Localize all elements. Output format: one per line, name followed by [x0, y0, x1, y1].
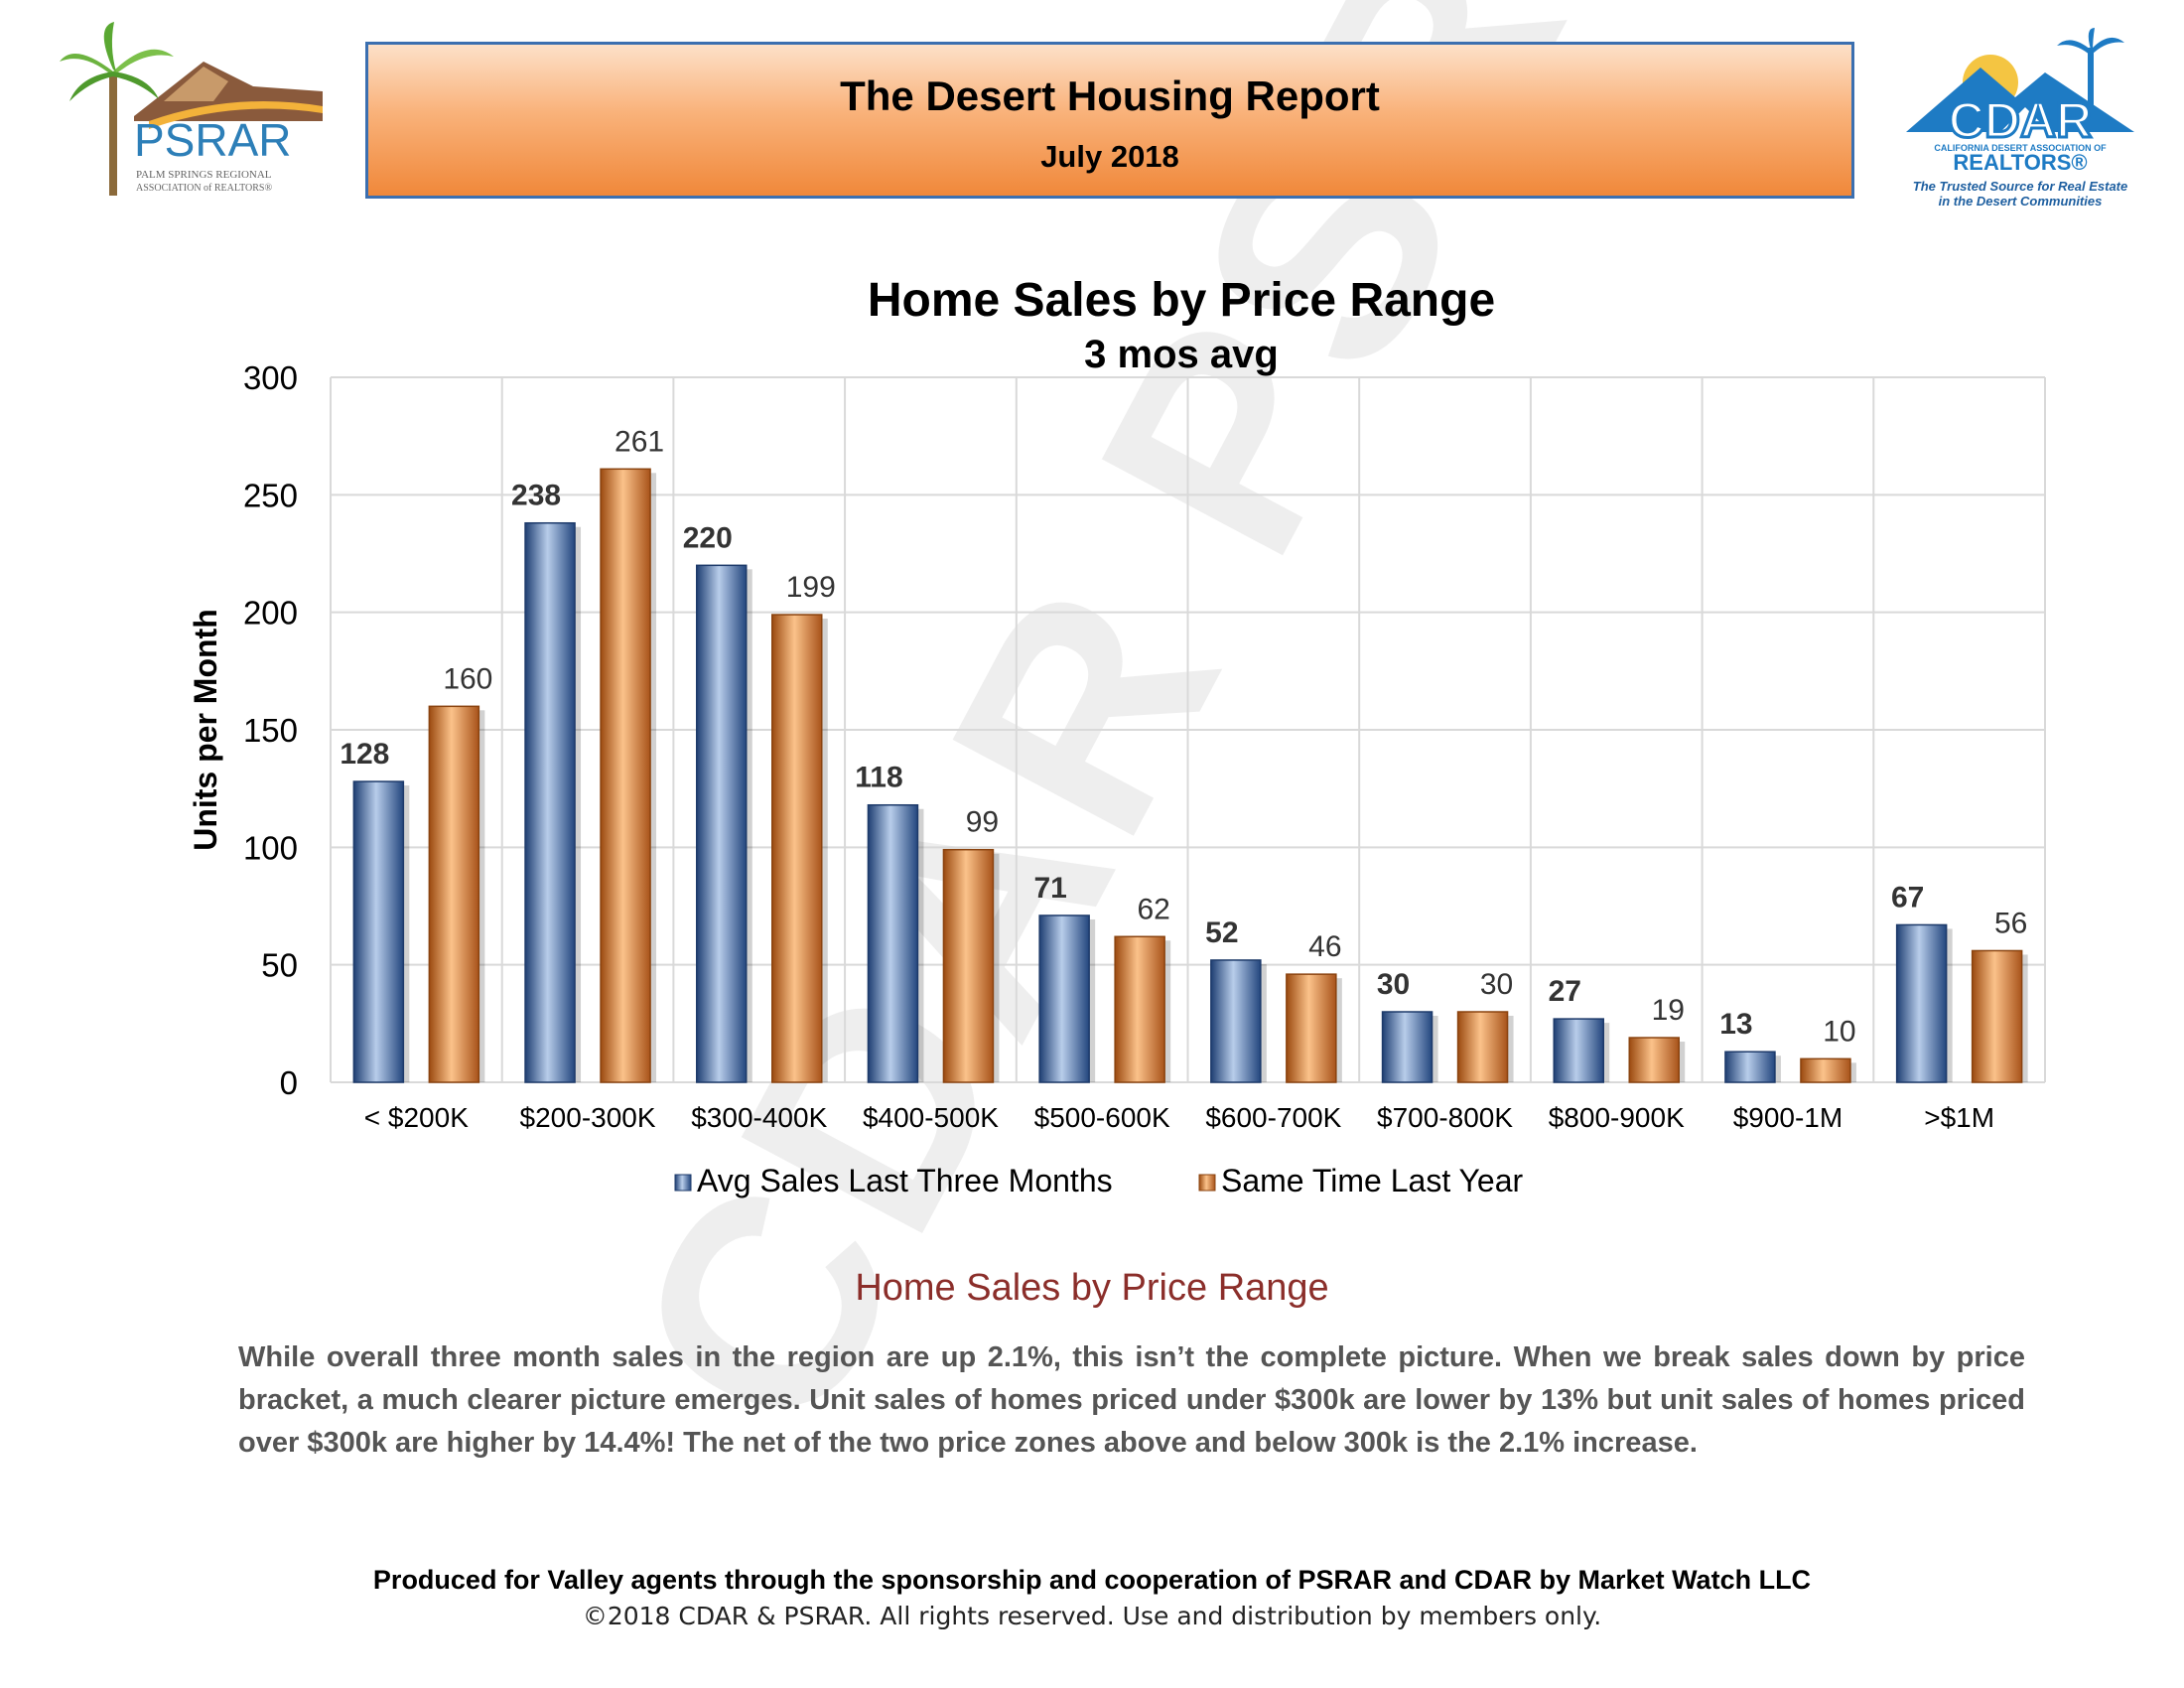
svg-text:ASSOCIATION of REALTORS®: ASSOCIATION of REALTORS®: [136, 183, 272, 194]
bar-avg-three-months: [1724, 1051, 1776, 1083]
bar-avg-three-months: [1210, 959, 1262, 1083]
chart-subtitle: 3 mos avg: [1084, 333, 1279, 376]
bar-avg-three-months: [1895, 923, 1948, 1083]
data-label: 13: [1719, 1008, 1752, 1041]
x-tick-label: $400-500K: [863, 1102, 999, 1133]
report-month: July 2018: [1040, 139, 1179, 174]
bar-same-time-last-year: [771, 614, 823, 1083]
data-label: 128: [340, 738, 389, 771]
y-axis-label: Units per Month: [188, 609, 223, 851]
svg-text:The Trusted Source for Real Es: The Trusted Source for Real Estate: [1913, 179, 2128, 194]
data-label: 71: [1033, 872, 1066, 905]
report-banner: The Desert Housing Report July 2018: [365, 42, 1854, 199]
footer-credit: Produced for Valley agents through the s…: [372, 1565, 1812, 1595]
legend-swatch: [674, 1174, 692, 1192]
footer-copyright: ©2018 CDAR & PSRAR. All rights reserved.…: [582, 1602, 1602, 1630]
bar-same-time-last-year: [1628, 1037, 1680, 1083]
data-label: 199: [786, 571, 836, 604]
x-tick-label: $200-300K: [520, 1102, 656, 1133]
legend-label: Avg Sales Last Three Months: [697, 1163, 1113, 1198]
bar-avg-three-months: [524, 521, 576, 1083]
bar-same-time-last-year: [1456, 1011, 1509, 1083]
x-tick-label: >$1M: [1924, 1102, 1994, 1133]
data-label: 220: [683, 521, 733, 554]
palm-tree-mountain-icon: PSRAR PALM SPRINGS REGIONAL ASSOCIATION …: [60, 22, 323, 196]
bar-same-time-last-year: [1114, 935, 1165, 1083]
legend-swatch: [1198, 1174, 1216, 1192]
bar-avg-three-months: [1553, 1018, 1604, 1083]
x-tick-label: < $200K: [364, 1102, 469, 1133]
x-tick-label: $500-600K: [1034, 1102, 1170, 1133]
data-label: 118: [855, 762, 902, 794]
svg-text:REALTORS®: REALTORS®: [1953, 150, 2087, 175]
chart-title: Home Sales by Price Range: [868, 274, 1495, 327]
chart: Home Sales by Price Range 3 mos avg Unit…: [188, 274, 2046, 1198]
cdar-logo-text: CDAR: [1949, 92, 2092, 148]
section-heading: Home Sales by Price Range: [855, 1267, 1329, 1309]
y-tick-label: 50: [261, 947, 298, 984]
x-tick-label: $900-1M: [1733, 1102, 1843, 1133]
bar-avg-three-months: [1038, 914, 1090, 1083]
y-tick-label: 0: [280, 1064, 298, 1101]
x-tick-label: $800-900K: [1549, 1102, 1685, 1133]
y-tick-label: 250: [243, 477, 298, 513]
commentary-text: While overall three month sales in the r…: [238, 1341, 2025, 1459]
bars: [352, 468, 2028, 1083]
data-label: 99: [966, 806, 999, 839]
bar-avg-three-months: [867, 803, 919, 1083]
cdar-logo: CDAR CALIFORNIA DESERT ASSOCIATION OF RE…: [1886, 28, 2154, 216]
y-tick-label: 200: [243, 595, 298, 632]
bar-same-time-last-year: [1286, 973, 1337, 1083]
data-label: 27: [1549, 975, 1581, 1008]
y-tick-label: 150: [243, 712, 298, 749]
data-label: 67: [1891, 881, 1924, 914]
x-tick-label: $600-700K: [1205, 1102, 1341, 1133]
y-tick-label: 300: [243, 359, 298, 396]
data-label: 30: [1480, 968, 1513, 1001]
house-palm-icon: CDAR CALIFORNIA DESERT ASSOCIATION OF RE…: [1906, 28, 2134, 209]
data-label: 62: [1137, 893, 1169, 925]
data-label: 160: [443, 662, 492, 695]
data-label: 52: [1205, 916, 1238, 949]
data-label: 56: [1994, 907, 2027, 939]
data-label: 238: [511, 480, 561, 512]
psrar-logo-text: PSRAR: [134, 114, 291, 166]
data-labels: 128 238 220 118 71 52 30 27 13 67 160 261 199 99 62 46 3…: [340, 425, 2027, 1048]
data-label: 261: [614, 425, 664, 458]
bar-avg-three-months: [352, 780, 405, 1083]
svg-text:PALM SPRINGS REGIONAL: PALM SPRINGS REGIONAL: [136, 169, 272, 181]
x-tick-label: $300-400K: [691, 1102, 827, 1133]
bar-chart: Home Sales by Price Range 3 mos avg Unit…: [188, 274, 2046, 1198]
report-title: The Desert Housing Report: [840, 72, 1380, 119]
data-label: 19: [1652, 994, 1685, 1027]
legend: Avg Sales Last Three Months Same Time Las…: [674, 1163, 1524, 1198]
x-tick-label: $700-800K: [1377, 1102, 1513, 1133]
bar-same-time-last-year: [428, 705, 480, 1083]
bar-same-time-last-year: [1800, 1057, 1851, 1083]
psrar-logo: PSRAR PALM SPRINGS REGIONAL ASSOCIATION …: [55, 22, 342, 201]
bar-same-time-last-year: [1971, 949, 2023, 1083]
legend-label: Same Time Last Year: [1221, 1163, 1524, 1198]
svg-text:CALIFORNIA DESERT ASSOCIATION: CALIFORNIA DESERT ASSOCIATION OF: [1934, 143, 2107, 153]
bar-avg-three-months: [696, 564, 748, 1083]
bar-same-time-last-year: [600, 468, 651, 1083]
data-label: 30: [1377, 968, 1410, 1001]
bar-same-time-last-year: [942, 848, 995, 1083]
svg-text:in the Desert Communities: in the Desert Communities: [1939, 194, 2103, 209]
data-label: 10: [1823, 1015, 1855, 1048]
y-tick-label: 100: [243, 829, 298, 866]
data-label: 46: [1308, 930, 1341, 963]
bar-avg-three-months: [1381, 1011, 1433, 1083]
